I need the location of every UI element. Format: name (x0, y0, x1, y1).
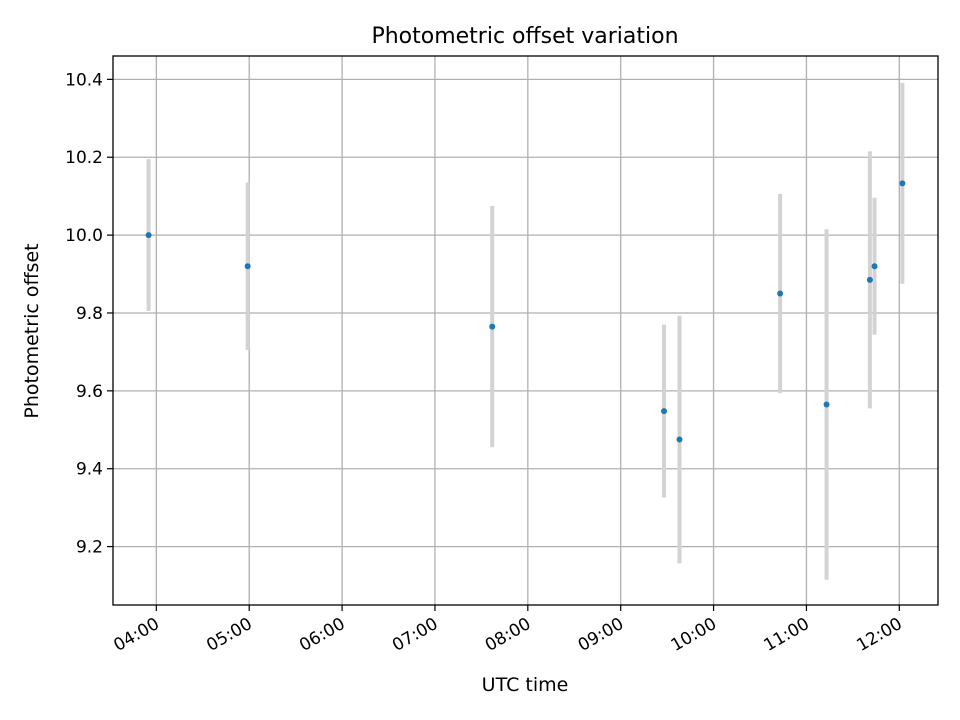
y-tick-label: 9.8 (76, 304, 103, 324)
grid (113, 56, 938, 605)
data-point (871, 263, 878, 270)
y-tick-label: 10.0 (65, 226, 103, 246)
data-point (661, 408, 668, 415)
y-tick-label: 9.6 (76, 382, 103, 402)
data-point (777, 290, 784, 297)
data-point (899, 180, 906, 187)
chart-title: Photometric offset variation (371, 24, 678, 49)
y-tick-label: 9.4 (76, 460, 103, 480)
y-tick-label: 10.2 (65, 148, 103, 168)
data-point (676, 436, 683, 443)
x-axis-label: UTC time (482, 674, 569, 696)
data-points (145, 180, 906, 443)
y-axis-ticks: 9.2 9.4 9.6 9.8 10.0 10.2 10.4 (65, 70, 113, 558)
data-point (244, 263, 251, 270)
plot-frame (112, 55, 939, 606)
data-point (823, 401, 830, 408)
data-point (866, 276, 873, 283)
y-axis-label: Photometric offset (21, 243, 43, 418)
data-point (145, 232, 152, 239)
y-tick-label: 9.2 (76, 538, 103, 558)
data-point (489, 323, 496, 330)
y-tick-label: 10.4 (65, 70, 103, 90)
